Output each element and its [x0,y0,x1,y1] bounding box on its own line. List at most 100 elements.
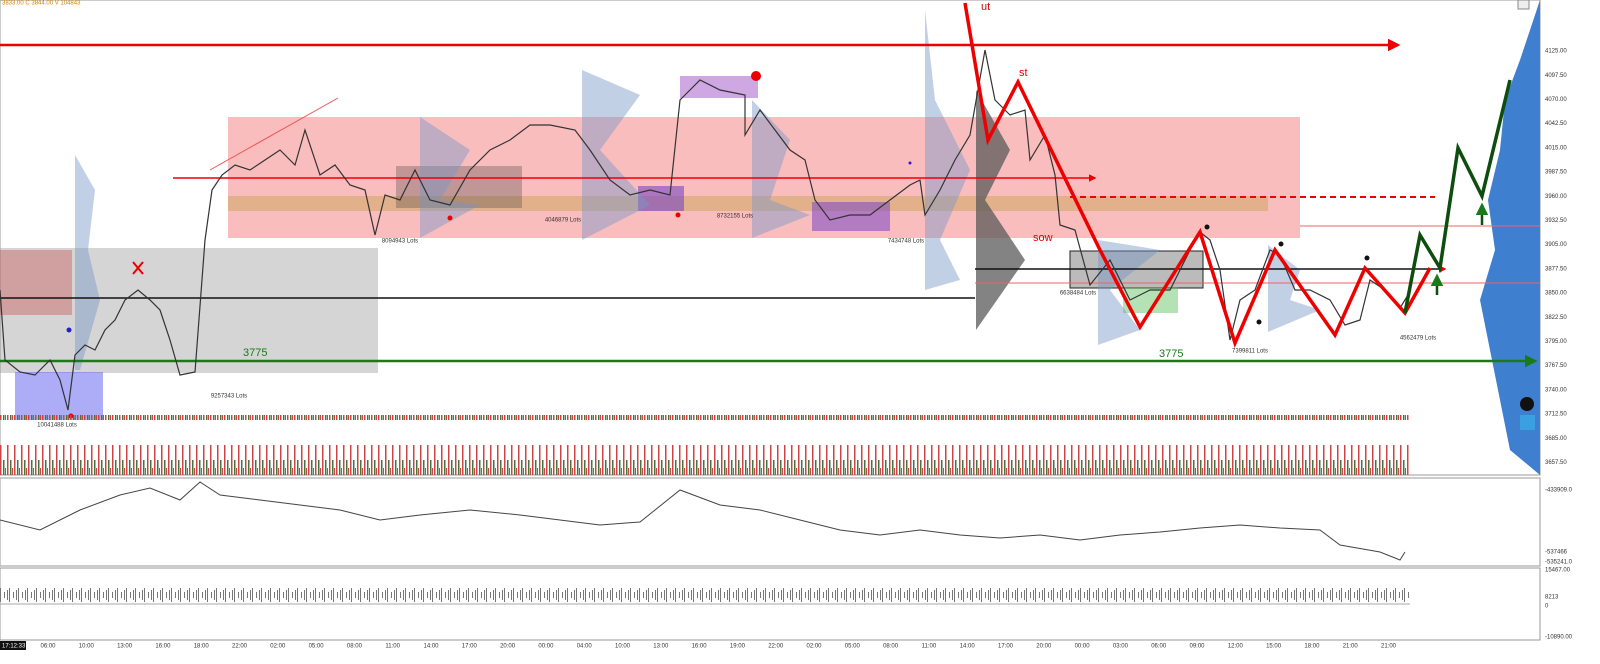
price-axis: 4125.00 4097.50 4070.00 4042.50 4015.00 3987.… [1545,49,1573,641]
price-label: 3795.00 [1545,339,1567,345]
zone [0,248,378,373]
time-label: 11:00 [922,644,937,650]
annotation: st [1019,67,1028,79]
pane-label: 8213 [1545,595,1559,601]
time-label: 13:00 [653,644,669,650]
price-label: 3850.00 [1545,291,1567,297]
time-label: 04:00 [577,644,593,650]
pane-label: -535241.0 [1545,560,1573,566]
time-label: 14:00 [423,644,439,650]
price-label: 3877.50 [1545,266,1567,272]
time-label: 10:00 [615,644,631,650]
time-label: 18:00 [194,644,210,650]
lot-label: 7399811 Lots [1232,349,1268,355]
pane-label: -10890.00 [1545,635,1573,641]
price-label: 4042.50 [1545,121,1567,127]
lot-label: 4046879 Lots [545,218,581,224]
pane-frame [0,0,1541,476]
time-label: 15:00 [1266,644,1282,650]
price-label: 3767.50 [1545,363,1567,369]
zone [638,186,684,211]
markers [66,71,1370,419]
price-label: 3740.00 [1545,387,1567,393]
lot-label: 7434748 Lots [888,239,924,245]
annotation: sow [1033,232,1053,244]
lot-label: 8094943 Lots [382,239,418,245]
zone [680,76,758,98]
time-label: 20:00 [1036,644,1052,650]
time-label: 02:00 [270,644,286,650]
time-label: 22:00 [768,644,784,650]
time-label: 13:00 [117,644,133,650]
time-label: 08:00 [347,644,363,650]
time-label: 21:00 [1343,644,1359,650]
pane-label: -537466 [1545,550,1568,556]
price-label: 4070.00 [1545,97,1567,103]
lot-label: 8732155 Lots [717,214,753,220]
price-label: 3960.00 [1545,194,1567,200]
time-label: 02:00 [806,644,822,650]
time-label: 10:00 [79,644,95,650]
time-axis: 17:12:33 06:00 10:00 13:00 16:00 18:00 22:00 0… [0,641,1397,650]
lot-label: 10041488 Lots [37,423,77,429]
wave-path [963,2,1432,349]
time-label: 19:00 [730,644,746,650]
time-label: 09:00 [1189,644,1205,650]
pane-label: 15467.00 [1545,568,1571,574]
annotation: ut [981,1,990,13]
time-label: 18:00 [1304,644,1320,650]
zone [228,196,1268,211]
main-pane: 3833.00 C 3844.00 V 104843 ut st sow 377… [0,0,1541,476]
time-label: 16:00 [155,644,171,650]
time-label: 05:00 [309,644,325,650]
price-label: 4125.00 [1545,49,1567,55]
lot-label: 4562479 Lots [1400,336,1436,342]
volume-bars [0,415,1410,475]
pin-icon[interactable] [1520,397,1534,411]
pane-label: -433909.0 [1545,488,1573,494]
time-label: 05:00 [845,644,861,650]
annotation: 3775 [1159,348,1183,360]
time-label: 03:00 [1113,644,1129,650]
time-label: 06:00 [40,644,56,650]
price-label: 3905.00 [1545,242,1567,248]
lot-label: 9257343 Lots [211,394,247,400]
projection-path [1403,79,1512,314]
price-label: 3987.50 [1545,170,1567,176]
pane-label: 0 [1545,604,1549,610]
time-label: 11:00 [385,644,400,650]
time-label: 16:00 [692,644,708,650]
volume-profiles [75,10,1320,370]
time-label: 21:00 [1381,644,1397,650]
time-label: 14:00 [960,644,976,650]
time-label: 12:00 [1228,644,1244,650]
zone [812,202,890,231]
delta-pane [0,567,1541,641]
zone [0,250,72,315]
cumulative-pane [0,477,1541,567]
time-label: 00:00 [1075,644,1091,650]
annotation: 3775 [243,347,267,359]
volume-profile [976,90,1025,330]
pane-frame [0,477,1541,567]
lot-labels: 10041488 Lots 9257343 Lots 8094943 Lots 404… [37,214,1436,429]
time-label: 17:00 [462,644,478,650]
price-label: 3712.50 [1545,412,1567,418]
time-label: 17:00 [998,644,1014,650]
price-label: 4015.00 [1545,145,1567,151]
zone [15,372,103,420]
time-label: 00:00 [538,644,554,650]
clock: 17:12:33 [2,644,26,650]
price-label: 3932.50 [1545,218,1567,224]
zone [396,166,522,208]
header-quote: 3833.00 C 3844.00 V 104843 [2,1,81,7]
time-label: 22:00 [232,644,248,650]
delta-bars [0,568,1410,638]
price-label: 4097.50 [1545,73,1567,79]
toolbar-button[interactable] [1517,0,1530,10]
panel-icon[interactable] [1520,415,1535,430]
clock-box [0,641,26,650]
price-label: 3657.50 [1545,460,1567,466]
price-label: 3685.00 [1545,436,1567,442]
